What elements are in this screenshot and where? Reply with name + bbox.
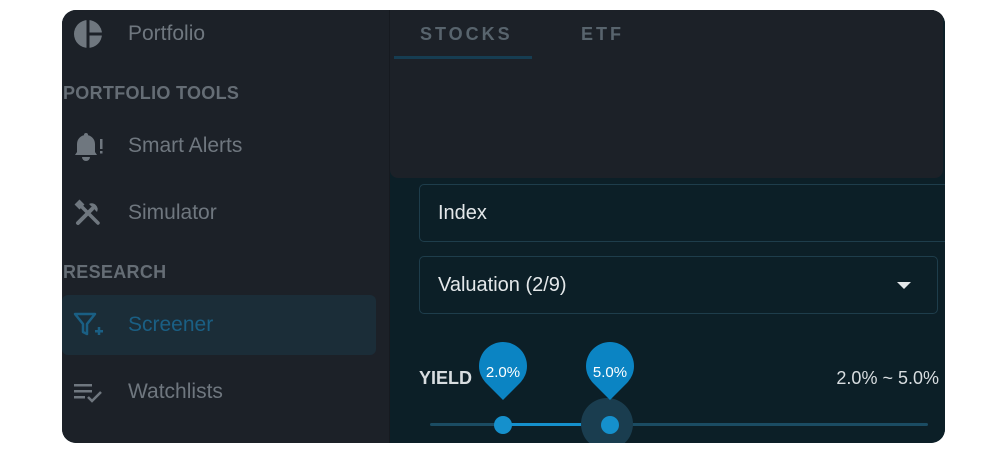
pie-chart-icon [70, 16, 106, 52]
app-window: Portfolio PORTFOLIO TOOLS Smart Alerts [62, 10, 945, 443]
sidebar-item-screener[interactable]: Screener [62, 295, 376, 355]
filter-add-icon [70, 307, 106, 343]
sidebar-item-simulator[interactable]: Simulator [62, 183, 376, 243]
sidebar-item-label: Smart Alerts [128, 134, 243, 157]
index-field[interactable]: Index [419, 184, 945, 242]
index-field-value: Index [438, 202, 487, 224]
sidebar: Portfolio PORTFOLIO TOOLS Smart Alerts [62, 10, 390, 443]
tab-active-indicator [394, 56, 532, 59]
sidebar-item-label: Screener [128, 313, 214, 336]
yield-max-thumb[interactable] [601, 416, 619, 434]
yield-slider-track[interactable] [430, 423, 928, 426]
sidebar-item-smart-alerts[interactable]: Smart Alerts [62, 116, 376, 176]
playlist-check-icon [70, 374, 106, 410]
yield-max-tooltip-label: 5.0% [592, 364, 628, 381]
sidebar-item-watchlists[interactable]: Watchlists [62, 362, 376, 422]
sidebar-item-label: Simulator [128, 201, 217, 224]
section-title-research: RESEARCH [63, 262, 167, 282]
valuation-select-value: Valuation (2/9) [438, 274, 567, 296]
yield-min-thumb[interactable] [494, 416, 512, 434]
tools-icon [70, 195, 106, 231]
tab-etf[interactable]: ETF [581, 24, 624, 44]
sidebar-item-label: Watchlists [128, 380, 223, 403]
yield-range-value: 2.0% ~ 5.0% [836, 368, 939, 388]
section-title-portfolio-tools: PORTFOLIO TOOLS [63, 83, 240, 103]
sidebar-item-label: Portfolio [128, 22, 206, 45]
tabs-card: STOCKS ETF [390, 10, 943, 178]
yield-min-tooltip-label: 2.0% [485, 364, 521, 381]
dropdown-caret-icon [897, 282, 911, 289]
main-panel: STOCKS ETF Index Valuation (2/9) YIELD 2… [390, 10, 945, 443]
yield-label: YIELD [419, 368, 473, 388]
yield-slider-fill [501, 423, 608, 426]
valuation-select[interactable]: Valuation (2/9) [419, 256, 938, 314]
bell-alert-icon [70, 128, 106, 164]
tab-stocks[interactable]: STOCKS [420, 24, 513, 44]
sidebar-item-portfolio[interactable]: Portfolio [62, 10, 376, 64]
